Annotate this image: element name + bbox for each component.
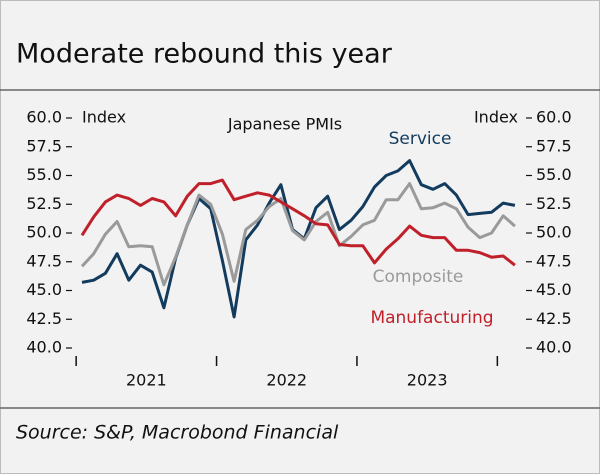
y-tick-label: 60.0 <box>26 108 62 127</box>
y2-tick-label: 60.0 <box>536 108 572 127</box>
x-tick-label: 2023 <box>407 371 448 390</box>
y-tick-label: 57.5 <box>26 136 62 155</box>
y2-axis-label: Index <box>474 108 518 127</box>
y-axis-label: Index <box>82 108 126 127</box>
y2-tick-label: 55.0 <box>536 165 572 184</box>
x-tick-label: 2021 <box>126 371 167 390</box>
y2-tick-label: 45.0 <box>536 280 572 299</box>
source: Source: S&P, Macrobond Financial <box>16 422 339 444</box>
y2-tick-label: 42.5 <box>536 309 572 328</box>
series-label: Composite <box>373 267 464 287</box>
y2-tick-label: 52.5 <box>536 194 572 213</box>
y-tick-label: 50.0 <box>26 223 62 242</box>
y-tick-label: 52.5 <box>26 194 62 213</box>
y-tick-label: 47.5 <box>26 251 62 270</box>
subtitle: Japanese PMIs <box>227 115 342 134</box>
chart-title: Moderate rebound this year <box>16 39 393 70</box>
series-label: Service <box>389 129 452 149</box>
y2-tick-label: 57.5 <box>536 136 572 155</box>
y-tick-label: 45.0 <box>26 280 62 299</box>
y-tick-label: 40.0 <box>26 338 62 357</box>
y-tick-label: 42.5 <box>26 309 62 328</box>
series-line <box>80 178 516 267</box>
y2-tick-label: 50.0 <box>536 223 572 242</box>
series-label: Manufacturing <box>370 308 493 328</box>
y2-tick-label: 47.5 <box>536 251 572 270</box>
x-tick-label: 2022 <box>266 371 307 390</box>
y-tick-label: 55.0 <box>26 165 62 184</box>
y2-tick-label: 40.0 <box>536 338 572 357</box>
series-line <box>80 182 516 287</box>
